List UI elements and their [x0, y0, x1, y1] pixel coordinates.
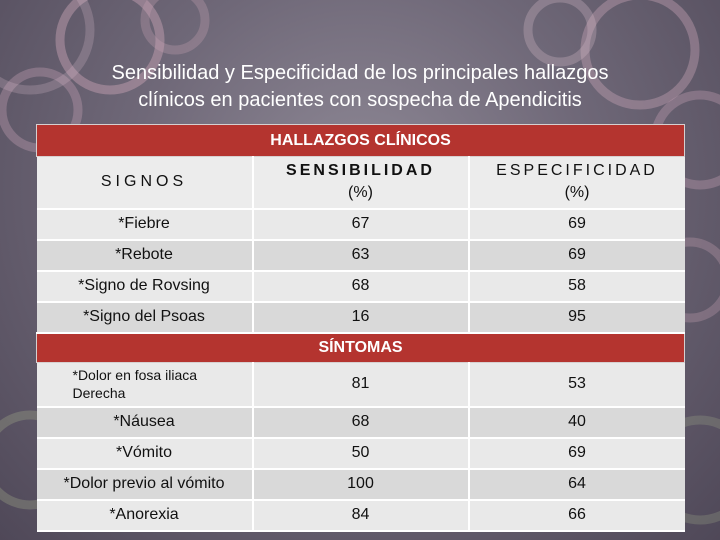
sensitivity-value: 63: [252, 239, 470, 272]
table-row: *Signo de Rovsing 68 58: [36, 270, 685, 303]
header-especificidad-label: ESPECIFICIDAD: [496, 162, 658, 180]
symptom-name: *Náusea: [36, 406, 254, 439]
section-title-hallazgos: HALLAZGOS CLÍNICOS: [35, 124, 686, 157]
slide-title: Sensibilidad y Especificidad de los prin…: [40, 60, 680, 114]
sensitivity-value: 50: [252, 437, 470, 470]
sign-name: *Rebote: [36, 239, 254, 272]
sensitivity-value: 68: [252, 406, 470, 439]
signos-body: *Fiebre 67 69 *Rebote 63 69 *Signo de Ro…: [36, 208, 685, 334]
sensitivity-value: 68: [252, 270, 470, 303]
header-signos: SIGNOS: [36, 156, 254, 210]
table-row: *Anorexia 84 66: [36, 499, 685, 532]
sensitivity-value: 100: [252, 468, 470, 501]
section-header-row: HALLAZGOS CLÍNICOS: [35, 124, 686, 157]
specificity-value: 69: [468, 437, 685, 470]
findings-table: HALLAZGOS CLÍNICOS SIGNOS SENSIBILIDAD (…: [35, 124, 686, 532]
sensitivity-value: 84: [252, 499, 470, 532]
table-row: *Fiebre 67 69: [36, 208, 685, 241]
table-row: *Dolor en fosa iliaca Derecha 81 53: [36, 362, 685, 408]
sensitivity-value: 67: [252, 208, 470, 241]
section-title-sintomas: SÍNTOMAS: [35, 332, 686, 363]
specificity-value: 64: [468, 468, 685, 501]
header-especificidad: ESPECIFICIDAD (%): [468, 156, 685, 210]
specificity-value: 66: [468, 499, 685, 532]
sign-name: *Fiebre: [36, 208, 254, 241]
table-row: *Náusea 68 40: [36, 406, 685, 439]
symptom-name: *Dolor previo al vómito: [36, 468, 254, 501]
specificity-value: 58: [468, 270, 685, 303]
sintomas-body: *Dolor en fosa iliaca Derecha 81 53 *Náu…: [36, 362, 685, 532]
header-sensibilidad: SENSIBILIDAD (%): [252, 156, 470, 210]
title-line-1: Sensibilidad y Especificidad de los prin…: [111, 62, 609, 84]
table-row: *Vómito 50 69: [36, 437, 685, 470]
section-header-row: SÍNTOMAS: [35, 332, 686, 363]
specificity-value: 69: [468, 239, 685, 272]
sign-name: *Signo del Psoas: [36, 301, 254, 334]
header-sensibilidad-unit: (%): [348, 184, 373, 202]
symptom-name: *Anorexia: [36, 499, 254, 532]
specificity-value: 95: [468, 301, 685, 334]
header-especificidad-unit: (%): [564, 184, 590, 202]
specificity-value: 69: [468, 208, 685, 241]
table-row: *Dolor previo al vómito 100 64: [36, 468, 685, 501]
table-row: *Rebote 63 69: [36, 239, 685, 272]
header-sensibilidad-label: SENSIBILIDAD: [286, 162, 435, 180]
table-row: *Signo del Psoas 16 95: [36, 301, 685, 334]
sensitivity-value: 81: [252, 362, 470, 408]
specificity-value: 53: [468, 362, 685, 408]
specificity-value: 40: [468, 406, 685, 439]
symptom-name: *Dolor en fosa iliaca Derecha: [36, 362, 254, 408]
symptom-name: *Vómito: [36, 437, 254, 470]
sensitivity-value: 16: [252, 301, 470, 334]
sign-name: *Signo de Rovsing: [36, 270, 254, 303]
title-line-2: clínicos en pacientes con sospecha de Ap…: [138, 89, 582, 111]
column-header-row: SIGNOS SENSIBILIDAD (%) ESPECIFICIDAD (%…: [36, 156, 685, 210]
